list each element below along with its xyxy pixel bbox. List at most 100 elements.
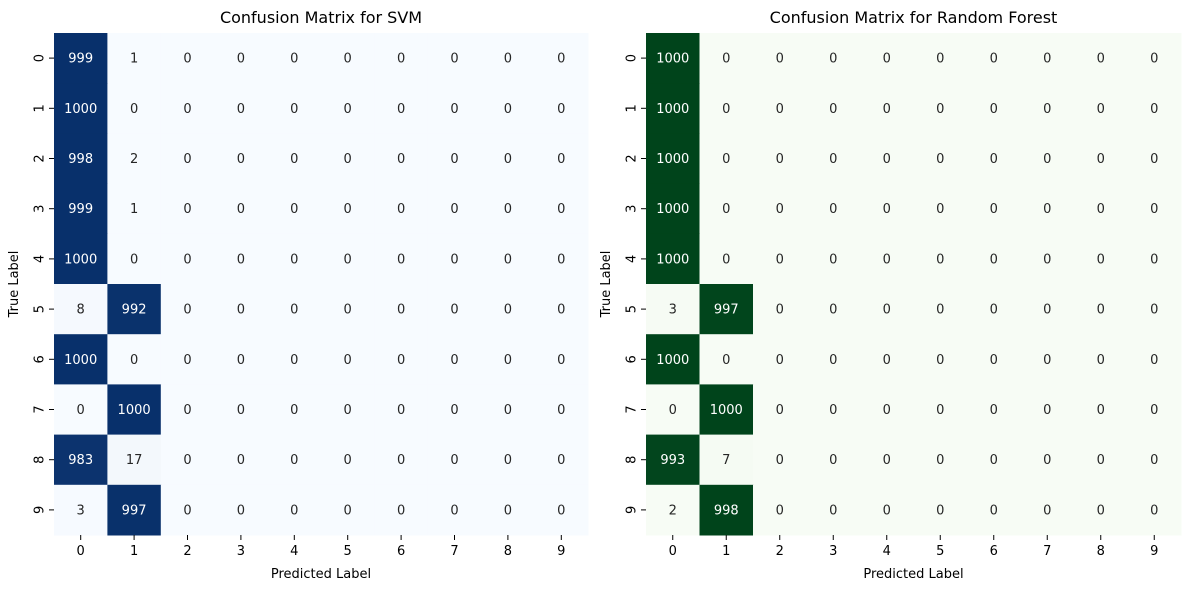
svm-cell-r1-c9 bbox=[534, 83, 589, 134]
svm-cell-r5-c4 bbox=[267, 284, 322, 335]
random-forest-cell-r8-c2 bbox=[753, 434, 807, 486]
svm-cell-r5-c6 bbox=[374, 284, 429, 335]
svm-x-tick-label-7: 7 bbox=[450, 544, 458, 559]
random-forest-cell-r2-c9 bbox=[1127, 133, 1182, 185]
random-forest-cell-r5-c5 bbox=[913, 284, 968, 335]
random-forest-cell-r6-c9 bbox=[1127, 334, 1182, 385]
svm-cell-r7-c8 bbox=[481, 384, 536, 436]
svm-cell-value-r1-c4: 0 bbox=[290, 102, 298, 117]
svm-cell-value-r9-c2: 0 bbox=[183, 503, 191, 518]
svm-cell-r8-c1 bbox=[107, 434, 162, 486]
random-forest-x-tick-label-2: 2 bbox=[776, 544, 784, 559]
random-forest-cell-r0-c0 bbox=[646, 33, 700, 84]
svm-cell-r2-c2 bbox=[160, 133, 215, 185]
svm-cell-value-r8-c6: 0 bbox=[397, 453, 405, 468]
svm-cell-value-r7-c4: 0 bbox=[290, 403, 298, 418]
svm-cell-value-r9-c1: 997 bbox=[122, 503, 147, 518]
random-forest-cell-value-r8-c3: 0 bbox=[829, 453, 837, 468]
random-forest-cell-value-r8-c8: 0 bbox=[1097, 453, 1105, 468]
random-forest-cell-value-r2-c8: 0 bbox=[1097, 152, 1105, 167]
random-forest-cell-value-r1-c8: 0 bbox=[1097, 102, 1105, 117]
svm-cell-r1-c0 bbox=[54, 83, 108, 134]
svm-cell-value-r3-c8: 0 bbox=[504, 202, 512, 217]
svm-cell-r8-c0 bbox=[54, 434, 108, 486]
svm-cell-value-r5-c6: 0 bbox=[397, 303, 405, 318]
random-forest-cell-value-r7-c9: 0 bbox=[1150, 403, 1158, 418]
random-forest-cell-value-r2-c7: 0 bbox=[1043, 152, 1051, 167]
svm-y-tick-label-4: 4 bbox=[33, 255, 48, 263]
svm-cell-value-r7-c3: 0 bbox=[237, 403, 245, 418]
svm-cell-value-r6-c1: 0 bbox=[130, 353, 138, 368]
svm-cell-value-r6-c7: 0 bbox=[450, 353, 458, 368]
svm-cell-r1-c7 bbox=[427, 83, 482, 134]
random-forest-cell-r4-c1 bbox=[699, 233, 754, 285]
svm-cell-r7-c7 bbox=[427, 384, 482, 436]
svm-cell-value-r9-c5: 0 bbox=[344, 503, 352, 518]
svm-cell-value-r5-c5: 0 bbox=[344, 303, 352, 318]
random-forest-cell-value-r4-c6: 0 bbox=[990, 252, 998, 267]
svm-cell-value-r3-c5: 0 bbox=[344, 202, 352, 217]
svm-cell-value-r7-c2: 0 bbox=[183, 403, 191, 418]
svm-cell-value-r1-c7: 0 bbox=[450, 102, 458, 117]
svm-cell-r0-c7 bbox=[427, 33, 482, 84]
random-forest-cell-r8-c4 bbox=[860, 434, 914, 486]
random-forest-cell-value-r3-c3: 0 bbox=[829, 202, 837, 217]
svm-cell-r7-c9 bbox=[534, 384, 589, 436]
random-forest-cell-value-r2-c9: 0 bbox=[1150, 152, 1158, 167]
random-forest-cell-value-r1-c6: 0 bbox=[990, 102, 998, 117]
svm-cell-r9-c1 bbox=[107, 484, 162, 536]
svm-cell-value-r0-c9: 0 bbox=[557, 52, 565, 67]
svm-cell-r4-c8 bbox=[481, 233, 536, 285]
svm-cell-value-r8-c5: 0 bbox=[344, 453, 352, 468]
svm-cell-value-r3-c1: 1 bbox=[130, 202, 138, 217]
random-forest-cell-r2-c1 bbox=[699, 133, 754, 185]
svm-cell-r6-c7 bbox=[427, 334, 482, 385]
random-forest-cell-r7-c8 bbox=[1074, 384, 1128, 436]
random-forest-cell-value-r5-c1: 997 bbox=[714, 303, 739, 318]
random-forest-cell-r6-c4 bbox=[860, 334, 914, 385]
random-forest-cell-r8-c5 bbox=[913, 434, 968, 486]
svm-cell-r5-c5 bbox=[321, 284, 375, 335]
svm-cell-value-r9-c9: 0 bbox=[557, 503, 565, 518]
svm-cell-r8-c4 bbox=[267, 434, 322, 486]
svm-cell-value-r2-c2: 0 bbox=[183, 152, 191, 167]
random-forest-x-tick-label-3: 3 bbox=[829, 544, 837, 559]
svm-cell-r0-c6 bbox=[374, 33, 429, 84]
svm-cell-value-r7-c9: 0 bbox=[557, 403, 565, 418]
random-forest-cell-r5-c9 bbox=[1127, 284, 1182, 335]
random-forest-cell-value-r5-c7: 0 bbox=[1043, 303, 1051, 318]
random-forest-x-tick-label-8: 8 bbox=[1097, 544, 1105, 559]
svm-cell-r8-c3 bbox=[214, 434, 269, 486]
svm-y-tick-label-8: 8 bbox=[33, 456, 48, 464]
random-forest-cell-value-r8-c4: 0 bbox=[883, 453, 891, 468]
svm-cell-value-r9-c0: 3 bbox=[77, 503, 85, 518]
random-forest-cell-r4-c7 bbox=[1020, 233, 1075, 285]
random-forest-y-tick-label-4: 4 bbox=[625, 255, 640, 263]
svm-cell-r3-c9 bbox=[534, 183, 589, 235]
random-forest-cell-value-r3-c1: 0 bbox=[722, 202, 730, 217]
random-forest-cell-value-r0-c8: 0 bbox=[1097, 52, 1105, 67]
svm-cell-r4-c6 bbox=[374, 233, 429, 285]
random-forest-cell-value-r9-c5: 0 bbox=[936, 503, 944, 518]
random-forest-cell-value-r4-c2: 0 bbox=[776, 252, 784, 267]
random-forest-cell-value-r0-c1: 0 bbox=[722, 52, 730, 67]
svm-cell-value-r3-c9: 0 bbox=[557, 202, 565, 217]
random-forest-cell-r7-c2 bbox=[753, 384, 807, 436]
svm-cell-value-r8-c4: 0 bbox=[290, 453, 298, 468]
random-forest-cell-value-r4-c0: 1000 bbox=[656, 252, 689, 267]
random-forest-cell-value-r6-c3: 0 bbox=[829, 353, 837, 368]
random-forest-cell-value-r4-c5: 0 bbox=[936, 252, 944, 267]
svm-y-tick-label-0: 0 bbox=[33, 54, 48, 62]
svm-cell-value-r1-c1: 0 bbox=[130, 102, 138, 117]
random-forest-cell-r2-c6 bbox=[967, 133, 1021, 185]
random-forest-cell-value-r5-c6: 0 bbox=[990, 303, 998, 318]
svm-cell-value-r3-c0: 999 bbox=[68, 202, 93, 217]
svm-cell-r5-c2 bbox=[160, 284, 215, 335]
svm-x-tick-label-8: 8 bbox=[504, 544, 512, 559]
svm-cell-r3-c8 bbox=[481, 183, 536, 235]
random-forest-cell-r2-c2 bbox=[753, 133, 807, 185]
random-forest-cell-r1-c4 bbox=[860, 83, 914, 134]
random-forest-cell-r4-c3 bbox=[806, 233, 861, 285]
random-forest-cell-r1-c0 bbox=[646, 83, 700, 134]
